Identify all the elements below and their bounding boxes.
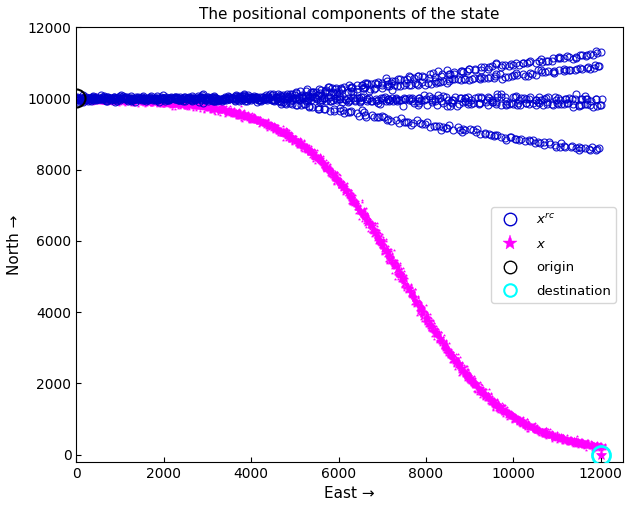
Legend: $x^{rc}$, $x$, origin, destination: $x^{rc}$, $x$, origin, destination [491, 207, 616, 303]
Y-axis label: North →: North → [7, 214, 22, 275]
X-axis label: East →: East → [324, 486, 375, 501]
Title: The positional components of the state: The positional components of the state [199, 7, 500, 22]
